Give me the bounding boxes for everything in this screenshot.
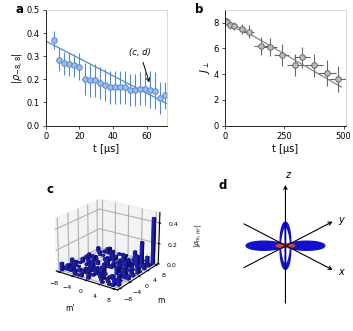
X-axis label: t [μs]: t [μs] bbox=[273, 144, 299, 154]
X-axis label: t [μs]: t [μs] bbox=[93, 144, 119, 154]
Text: c: c bbox=[46, 183, 53, 196]
Polygon shape bbox=[280, 222, 291, 269]
Text: a: a bbox=[16, 3, 24, 16]
Text: x: x bbox=[339, 267, 345, 277]
Text: b: b bbox=[195, 3, 203, 16]
X-axis label: m': m' bbox=[65, 304, 75, 312]
Polygon shape bbox=[246, 241, 286, 250]
Y-axis label: $|\rho_{-8,8}|$: $|\rho_{-8,8}|$ bbox=[10, 52, 25, 83]
Y-axis label: m: m bbox=[157, 296, 164, 305]
Text: y: y bbox=[339, 215, 345, 225]
Polygon shape bbox=[276, 244, 295, 248]
Text: d: d bbox=[219, 179, 227, 192]
Text: z: z bbox=[285, 170, 290, 180]
Text: (c, d): (c, d) bbox=[129, 48, 151, 81]
Polygon shape bbox=[286, 241, 325, 250]
Y-axis label: $J_\perp$: $J_\perp$ bbox=[198, 61, 212, 74]
